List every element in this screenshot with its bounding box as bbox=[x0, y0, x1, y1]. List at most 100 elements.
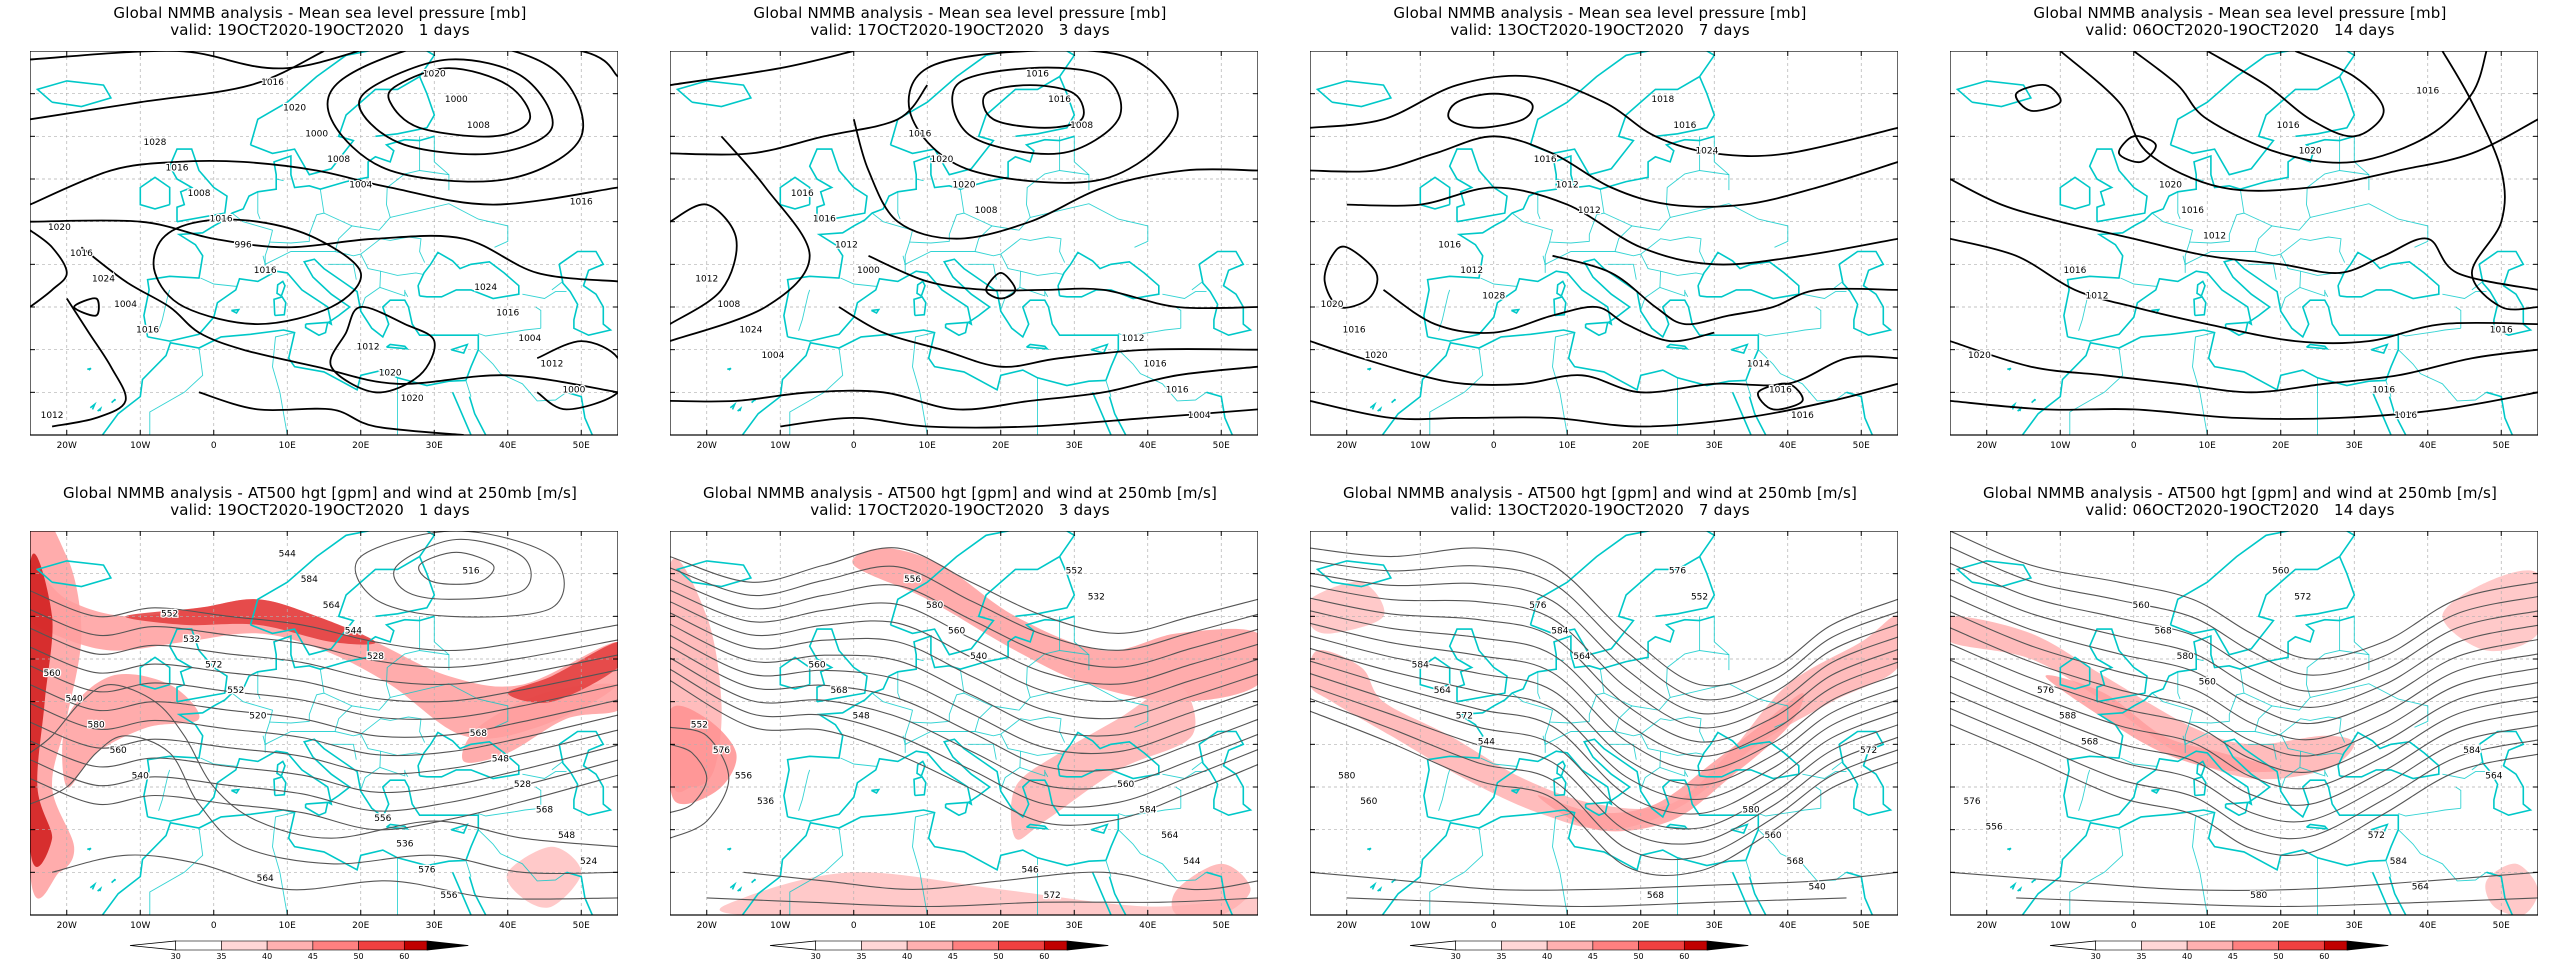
height-contour bbox=[670, 612, 1258, 720]
height-contour bbox=[30, 684, 618, 738]
x-tick-label: 20W bbox=[1337, 921, 1357, 931]
coastline bbox=[944, 321, 969, 337]
contour-label: 560 bbox=[1360, 797, 1377, 807]
x-tick-label: 0 bbox=[851, 441, 857, 451]
country-border bbox=[1428, 827, 1484, 915]
height-contour bbox=[670, 601, 1258, 702]
coastline bbox=[231, 788, 241, 795]
x-tick-label: 50E bbox=[2493, 441, 2510, 451]
country-border bbox=[158, 769, 171, 812]
country-border bbox=[2078, 769, 2091, 812]
country-border bbox=[334, 716, 426, 743]
coastline bbox=[1511, 788, 1521, 795]
x-tick-label: 20W bbox=[1977, 921, 1997, 931]
country-border bbox=[478, 327, 541, 337]
country-border bbox=[2182, 616, 2341, 745]
contour-label: 536 bbox=[396, 840, 413, 850]
height-contour bbox=[670, 634, 1258, 755]
x-tick-label: 0 bbox=[211, 441, 217, 451]
contour-label: 544 bbox=[279, 550, 296, 560]
coastline bbox=[1748, 876, 1767, 915]
colorbar-label: 45 bbox=[1588, 952, 1598, 960]
coastline bbox=[1315, 560, 1393, 588]
contour-label: 1020 bbox=[283, 104, 306, 114]
coastline bbox=[1057, 251, 1160, 300]
coastline bbox=[675, 560, 753, 588]
country-border bbox=[2280, 271, 2302, 310]
country-border bbox=[1552, 332, 1575, 435]
height-contour bbox=[1950, 643, 2538, 774]
coastline bbox=[1367, 847, 1372, 851]
plot-area: 1012 1016 1012 1020 1020 1016 1016 1016 1016 1016… bbox=[1950, 51, 2538, 435]
country-border bbox=[327, 743, 357, 760]
isobar bbox=[2206, 51, 2385, 138]
colorbar-bin bbox=[2278, 940, 2325, 951]
country-border bbox=[2254, 716, 2346, 743]
coastline bbox=[2059, 656, 2091, 690]
height-contour bbox=[30, 608, 618, 668]
contour-label: 552 bbox=[227, 686, 244, 696]
x-tick-label: 10W bbox=[130, 921, 150, 931]
isobar bbox=[1346, 186, 1898, 266]
panel-title: Global NMMB analysis - AT500 hgt [gpm] a… bbox=[640, 485, 1280, 519]
height-contour bbox=[1950, 546, 2538, 676]
title-line: Global NMMB analysis - AT500 hgt [gpm] a… bbox=[702, 484, 1218, 502]
height-contour bbox=[30, 646, 618, 703]
contour-label: 584 bbox=[2463, 746, 2480, 756]
country-border bbox=[272, 332, 295, 435]
contour-label: 556 bbox=[735, 771, 752, 781]
height-contour bbox=[1310, 585, 1898, 729]
coastline bbox=[1955, 80, 2033, 108]
height-contour bbox=[1950, 659, 2538, 790]
panel-z500-1day: Global NMMB analysis - AT500 hgt [gpm] a… bbox=[0, 480, 640, 960]
contour-label: 576 bbox=[1963, 797, 1980, 807]
contour-label: 560 bbox=[1117, 780, 1134, 790]
country-border bbox=[465, 380, 472, 397]
country-border bbox=[1059, 170, 1090, 191]
isobar bbox=[80, 246, 618, 394]
country-border bbox=[1175, 786, 1182, 809]
country-border bbox=[1105, 860, 1112, 877]
country-border bbox=[1073, 616, 1090, 656]
coastline bbox=[779, 656, 811, 690]
height-contour bbox=[1310, 560, 1898, 701]
x-tick-label: 30E bbox=[1706, 921, 1723, 931]
coastline bbox=[450, 343, 469, 355]
contour-label: 1012 bbox=[41, 411, 64, 421]
coastline bbox=[1015, 76, 1076, 138]
colorbar-label: 50 bbox=[993, 952, 1003, 960]
x-tick-label: 10E bbox=[279, 441, 296, 451]
country-border bbox=[1802, 771, 1847, 779]
contour-label: 576 bbox=[1669, 567, 1686, 577]
country-border bbox=[2310, 683, 2429, 728]
coastline bbox=[1553, 775, 1567, 797]
coastline bbox=[2370, 823, 2389, 835]
x-tick-label: 10W bbox=[1410, 441, 1430, 451]
coastline bbox=[143, 135, 435, 338]
coastline bbox=[1367, 367, 1372, 371]
coastline bbox=[276, 760, 286, 777]
contour-label: 584 bbox=[2390, 857, 2407, 867]
country-border bbox=[1640, 733, 1705, 756]
subtitle-line: valid: 13OCT2020-19OCT2020 7 days bbox=[1450, 501, 1750, 519]
coastline bbox=[2224, 321, 2249, 337]
colorbar-label: 30 bbox=[2091, 952, 2101, 960]
plot-background bbox=[1310, 51, 1898, 435]
height-contour bbox=[670, 668, 1258, 808]
height-contour bbox=[1310, 871, 1898, 891]
country-border bbox=[2442, 771, 2487, 779]
country-border bbox=[1640, 271, 1662, 310]
isobar bbox=[1383, 289, 1715, 343]
isobar bbox=[73, 297, 100, 317]
x-tick-label: 0 bbox=[211, 921, 217, 931]
colorbar-max-triangle bbox=[1066, 940, 1109, 951]
contour-label: 552 bbox=[1691, 592, 1708, 602]
x-tick-label: 40E bbox=[499, 441, 516, 451]
colorbar-min-triangle bbox=[769, 940, 817, 951]
country-border bbox=[1000, 733, 1065, 756]
coastline bbox=[1666, 823, 1690, 830]
x-tick-label: 10E bbox=[1559, 441, 1576, 451]
isobar bbox=[670, 135, 811, 342]
plot-frame bbox=[1950, 531, 2538, 916]
contour-label: 540 bbox=[132, 771, 149, 781]
